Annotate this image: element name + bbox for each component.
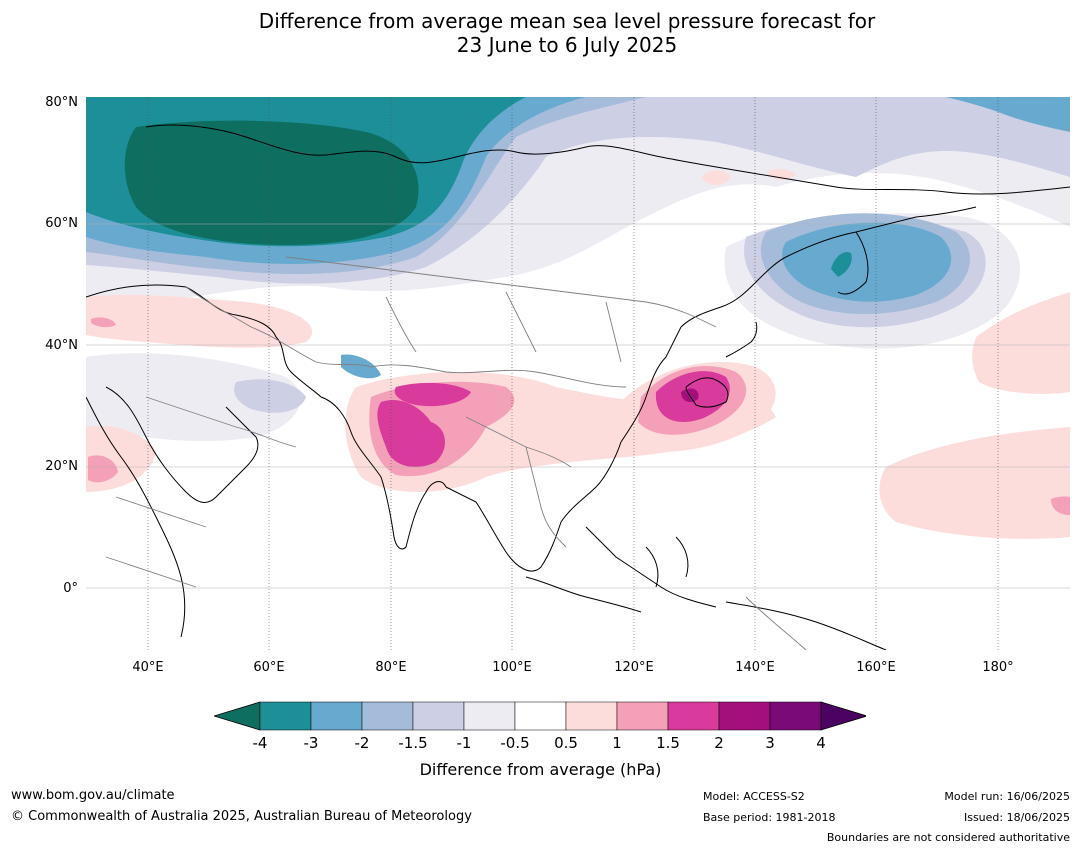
lon-label-180: 180° [982, 660, 1014, 675]
footer-model-run: Model run: 16/06/2025 [944, 790, 1070, 803]
colorbar-swatch [463, 701, 516, 731]
lon-label-160e: 160°E [856, 660, 896, 675]
negative-anomaly-north-pacific [724, 213, 1021, 349]
footer-base-period: Base period: 1981-2018 [703, 811, 836, 824]
negative-anomaly-pamir [341, 354, 381, 379]
colorbar-label: Difference from average (hPa) [419, 760, 662, 779]
meridians [147, 97, 999, 650]
colorbar-tick-label: -1 [456, 734, 472, 752]
positive-anomaly-siberia-small-2 [766, 169, 796, 180]
colorbar-tick-label: -4 [252, 734, 268, 752]
colorbar-swatch [361, 701, 414, 731]
footer-copyright: © Commonwealth of Australia 2025, Austra… [11, 809, 472, 824]
colorbar-tick-label: 1.5 [656, 734, 680, 752]
positive-anomaly-japan [611, 361, 776, 452]
colorbar-tick-label: 2 [714, 734, 724, 752]
colorbar-swatch [412, 701, 465, 731]
colorbar-swatch [769, 701, 822, 731]
footer-model: Model: ACCESS-S2 [703, 790, 805, 803]
chart-title: Difference from average mean sea level p… [0, 9, 1081, 57]
colorbar-swatch [259, 701, 312, 731]
lat-label-20n: 20°N [45, 459, 78, 474]
lon-label-120e: 120°E [614, 660, 654, 675]
negative-anomaly-arabia [86, 353, 301, 442]
footer-issued: Issued: 18/06/2025 [963, 811, 1070, 824]
colorbar-tick-label: 3 [765, 734, 775, 752]
colorbar-tick-label: 0.5 [554, 734, 578, 752]
footer-url[interactable]: www.bom.gov.au/climate [11, 788, 175, 803]
colorbar-swatch [514, 701, 567, 731]
positive-anomaly-red-sea-core [88, 455, 118, 483]
positive-anomaly-siberia-small [701, 170, 731, 186]
positive-anomaly-med-core [91, 317, 116, 328]
title-line-1: Difference from average mean sea level p… [258, 9, 876, 33]
lon-label-100e: 100°E [492, 660, 532, 675]
colorbar-swatch [616, 701, 669, 731]
negative-anomaly-north-west [86, 97, 1070, 303]
colorbar [214, 701, 866, 731]
colorbar-swatch [667, 701, 720, 731]
colorbar-tick-label: -1.5 [398, 734, 428, 752]
map-svg [86, 97, 1070, 650]
lat-label-60n: 60°N [45, 216, 78, 231]
positive-anomaly-central-pacific [972, 292, 1070, 394]
colorbar-tick-label: 4 [816, 734, 826, 752]
pressure-anomaly-map [86, 97, 1070, 650]
colorbar-swatch [310, 701, 363, 731]
coastlines [86, 124, 1070, 650]
lon-label-140e: 140°E [735, 660, 775, 675]
lat-label-40n: 40°N [45, 338, 78, 353]
lon-label-40e: 40°E [132, 660, 164, 675]
lat-label-80n: 80°N [45, 95, 78, 110]
lat-label-0: 0° [63, 581, 78, 596]
country-borders [105, 256, 807, 650]
negative-anomaly-iran [234, 379, 306, 413]
footer-disclaimer: Boundaries are not considered authoritat… [826, 831, 1070, 844]
positive-anomaly-tropical-core [1051, 496, 1070, 515]
colorbar-tick-label: -2 [354, 734, 370, 752]
colorbar-swatch [565, 701, 618, 731]
colorbar-tick-label: 1 [612, 734, 622, 752]
positive-anomaly-mediterranean [86, 294, 313, 348]
lon-label-60e: 60°E [253, 660, 285, 675]
positive-anomaly-tropical-pacific [879, 427, 1070, 539]
colorbar-tick-label: -0.5 [500, 734, 530, 752]
title-line-2: 23 June to 6 July 2025 [456, 33, 678, 57]
lon-label-80e: 80°E [375, 660, 407, 675]
colorbar-extend-high [820, 701, 866, 731]
colorbar-extend-low [214, 701, 261, 731]
colorbar-swatch [718, 701, 771, 731]
colorbar-tick-label: -3 [303, 734, 319, 752]
gridlines [86, 223, 1070, 589]
